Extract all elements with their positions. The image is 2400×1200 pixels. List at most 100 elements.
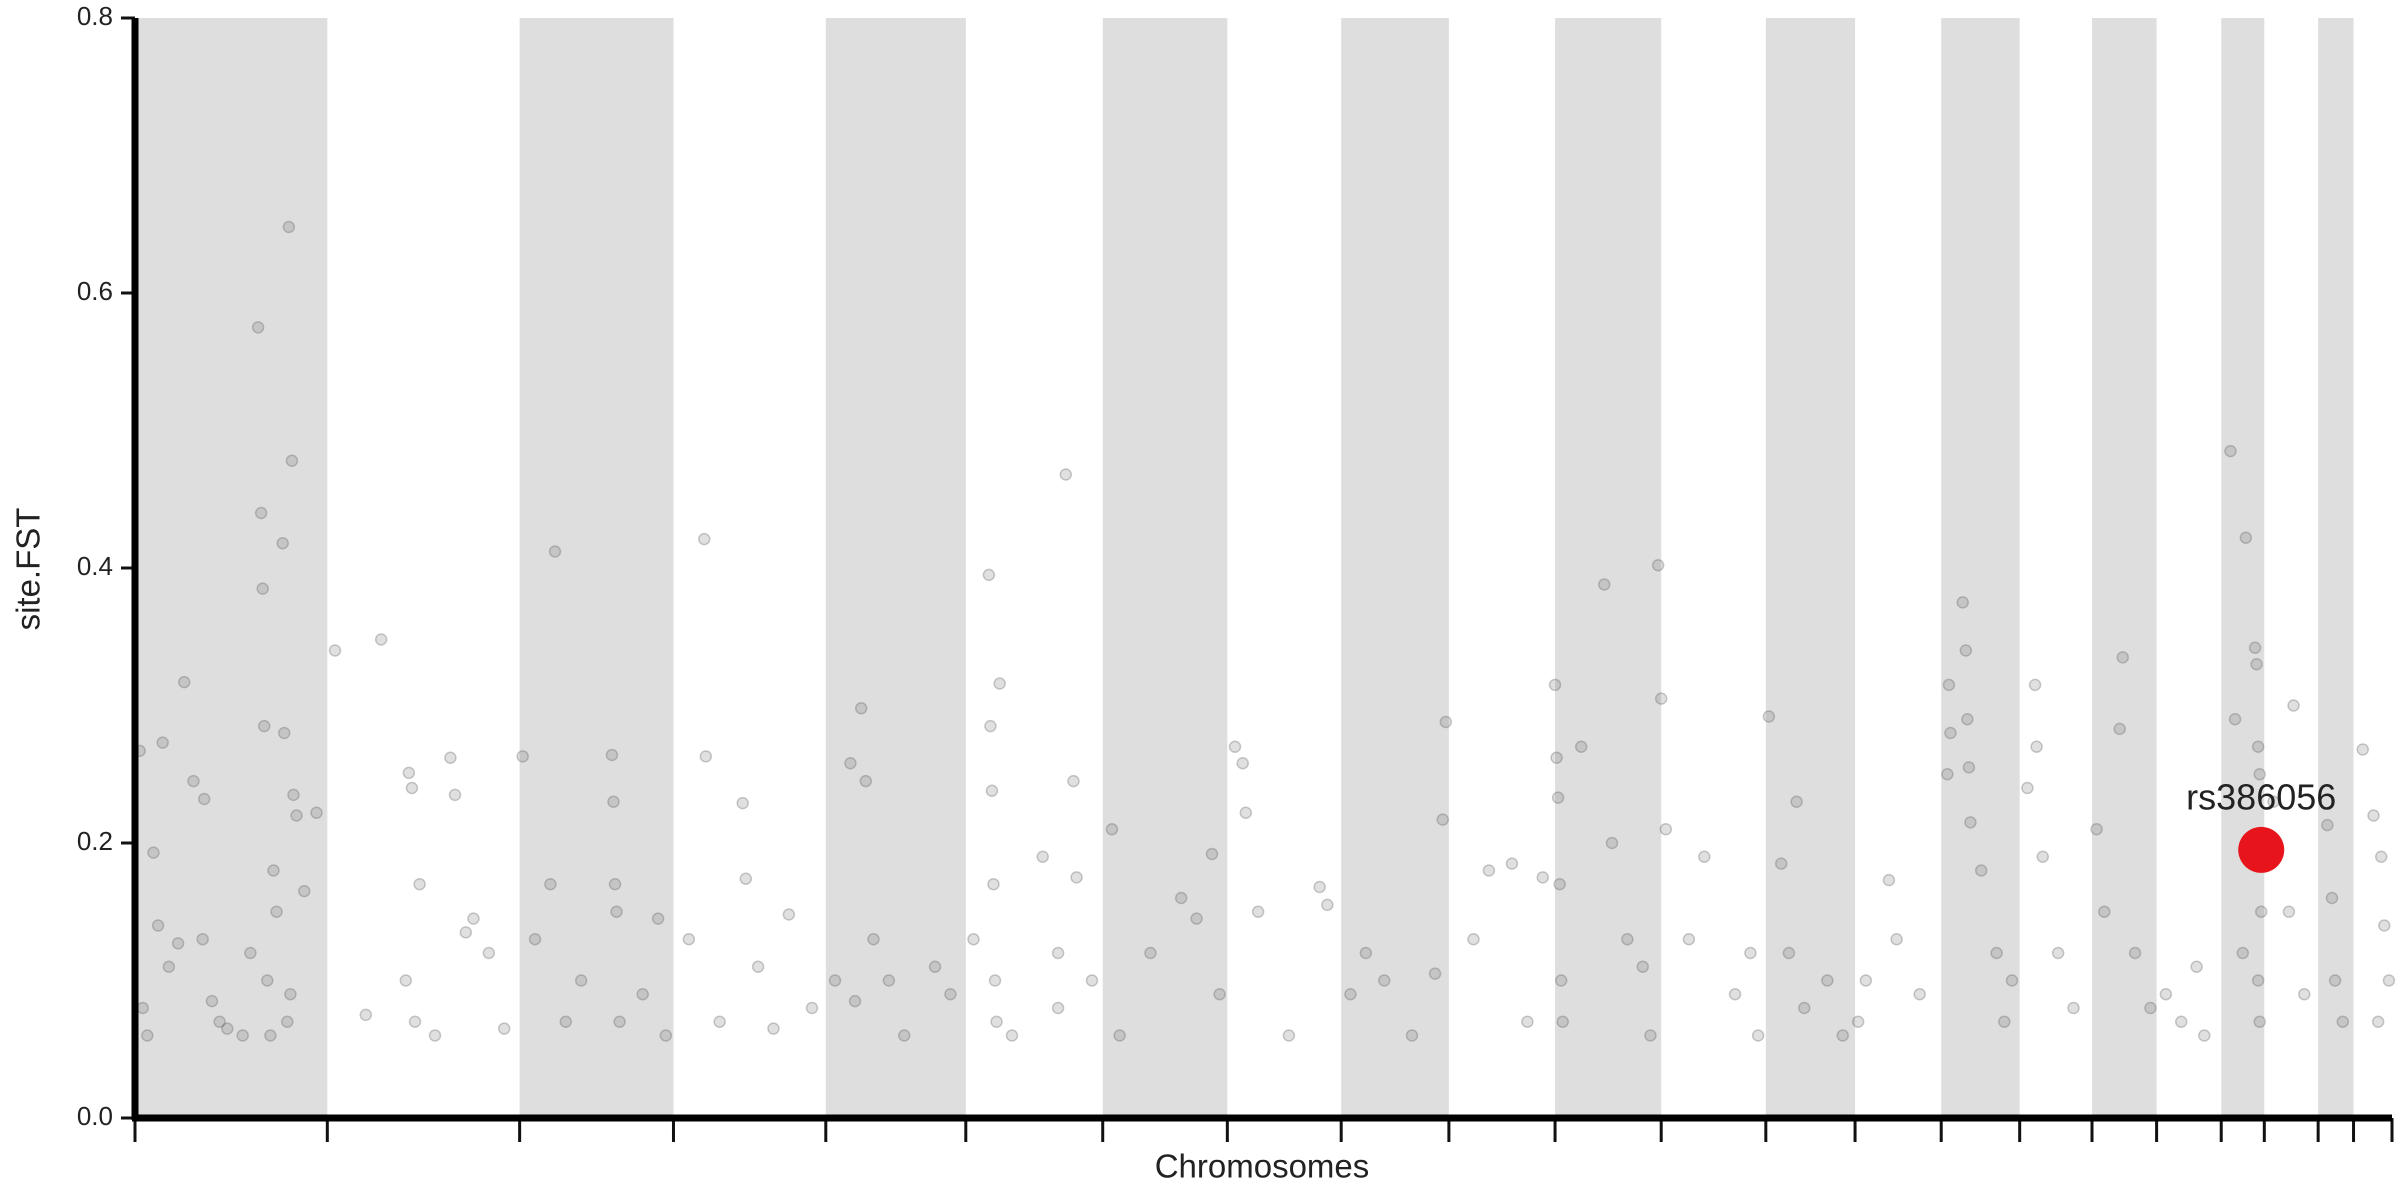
snp-point: [405, 781, 419, 795]
snp-point: [928, 960, 942, 973]
snp-point: [256, 582, 269, 595]
y-tick-label: 0.0: [77, 1101, 113, 1131]
snp-point: [1744, 946, 1757, 960]
snp-point: [221, 1022, 234, 1035]
chromosome-band: [519, 18, 674, 1118]
snp-point: [2253, 1015, 2266, 1028]
chromosome-band: [1555, 18, 1662, 1118]
snp-point: [2328, 974, 2342, 987]
snp-point: [844, 757, 857, 770]
snp-point: [1548, 678, 1562, 692]
snp-point: [197, 792, 211, 806]
highlight-point: [2238, 826, 2285, 873]
snp-point: [1228, 740, 1242, 753]
snp-point: [944, 988, 957, 1001]
snp-point: [399, 974, 413, 987]
snp-point: [882, 974, 896, 987]
snp-point: [2287, 699, 2300, 712]
snp-point: [1405, 1029, 1419, 1042]
snp-point: [516, 750, 529, 763]
snp-point: [1321, 898, 1334, 912]
snp-point: [2378, 919, 2391, 932]
y-tick-label: 0.2: [77, 826, 113, 856]
snp-point: [1990, 946, 2003, 960]
snp-point: [2036, 850, 2050, 863]
snp-point: [2030, 740, 2043, 753]
chromosome-band: [2091, 18, 2157, 1118]
snp-point: [1728, 988, 1742, 1001]
snp-point: [177, 675, 191, 689]
snp-point: [2248, 641, 2262, 654]
snp-point: [444, 751, 457, 764]
snp-point: [310, 806, 323, 819]
snp-point: [359, 1008, 373, 1022]
chromosome-band: [1102, 18, 1228, 1118]
snp-point: [1654, 692, 1668, 705]
y-tick-label: 0.8: [77, 1, 113, 31]
snp-point: [1059, 468, 1073, 481]
chromosome-band: [2221, 18, 2265, 1118]
snp-point: [859, 774, 873, 788]
snp-point: [987, 878, 1000, 891]
snp-point: [328, 644, 342, 657]
snp-point: [1790, 795, 1803, 808]
snp-point: [1774, 857, 1788, 870]
snp-point: [374, 633, 388, 646]
snp-point: [459, 926, 473, 939]
snp-point: [739, 872, 753, 885]
snp-point: [277, 726, 291, 740]
snp-point: [1105, 823, 1119, 836]
snp-point: [1890, 933, 1903, 946]
snp-point: [1751, 1029, 1765, 1042]
snp-point: [993, 677, 1006, 690]
snp-point: [848, 994, 862, 1008]
snp-point: [782, 908, 796, 921]
snp-point: [2028, 678, 2042, 692]
snp-point: [967, 933, 980, 946]
snp-point: [187, 774, 200, 788]
snp-point: [751, 960, 765, 973]
snp-point: [2282, 905, 2296, 918]
snp-point: [2051, 946, 2065, 960]
snp-point: [251, 321, 265, 334]
snp-point: [1313, 880, 1326, 894]
x-axis-label: Chromosomes: [1155, 1148, 1370, 1185]
snp-point: [1051, 946, 1065, 960]
snp-point: [699, 750, 713, 763]
snp-point: [1621, 933, 1634, 946]
snp-point: [1550, 751, 1563, 764]
snp-point: [1851, 1015, 1865, 1028]
snp-point: [2116, 651, 2130, 664]
snp-point: [574, 974, 588, 987]
snp-point: [2198, 1029, 2211, 1042]
snp-point: [2236, 946, 2250, 960]
snp-point: [2090, 823, 2103, 836]
snp-point: [136, 1001, 149, 1015]
snp-point: [990, 1015, 1003, 1028]
snp-point: [1636, 960, 1649, 973]
chromosome-band: [1941, 18, 2020, 1118]
snp-point: [682, 933, 696, 946]
snp-point: [290, 809, 303, 822]
snp-point: [698, 532, 711, 546]
snp-point: [1782, 946, 1796, 960]
snp-point: [408, 1015, 422, 1028]
snp-point: [608, 878, 622, 891]
snp-point: [1913, 988, 1926, 1001]
snp-point: [1574, 740, 1588, 753]
snp-point: [1174, 891, 1188, 905]
snp-point: [854, 702, 868, 715]
snp-point: [2251, 974, 2265, 987]
snp-point: [2098, 905, 2111, 918]
snp-point: [1251, 905, 1265, 918]
snp-point: [1644, 1029, 1657, 1042]
snp-point: [2174, 1015, 2188, 1028]
snp-point: [1682, 933, 1696, 946]
snp-point: [1962, 761, 1976, 774]
snp-point: [428, 1029, 442, 1042]
snp-point: [1798, 1001, 1811, 1015]
snp-point: [867, 933, 880, 946]
snp-point: [257, 719, 271, 733]
snp-point: [276, 537, 289, 550]
snp-point: [610, 905, 623, 918]
